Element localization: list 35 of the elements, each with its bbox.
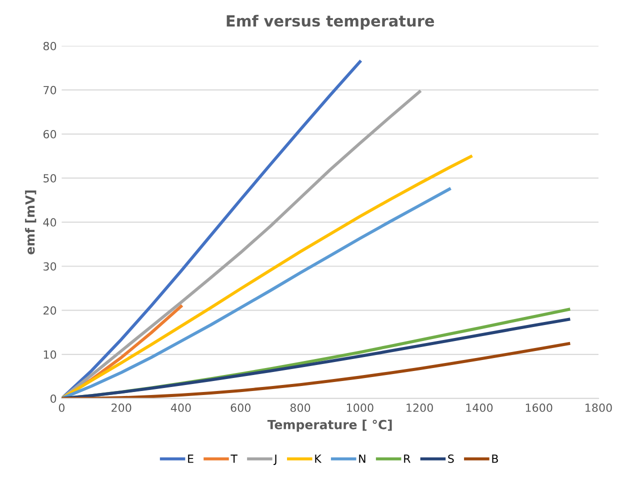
line-series <box>62 342 570 398</box>
y-tick-label: 0 <box>50 394 56 403</box>
x-tick-label: 1800 <box>586 404 612 412</box>
legend-label: T <box>230 454 238 463</box>
y-tick-label: 80 <box>43 42 56 50</box>
line-series <box>62 154 472 398</box>
x-tick-label: 1200 <box>406 404 433 412</box>
y-tick-label: 10 <box>44 350 56 359</box>
x-tick-label: 1400 <box>466 404 493 412</box>
y-axis-title: emf [mV] <box>25 190 36 254</box>
legend-label: N <box>359 454 366 463</box>
legend-label: J <box>274 454 276 465</box>
legend-label: E <box>188 454 194 463</box>
x-tick-label: 0 <box>58 404 64 412</box>
legend-label: K <box>315 454 322 463</box>
legend-label: R <box>404 454 410 463</box>
x-tick-label: 200 <box>112 404 132 412</box>
line-series <box>62 90 422 398</box>
y-tick-label: 20 <box>44 306 56 315</box>
legend-label: B <box>492 454 498 463</box>
y-tick-label: 60 <box>43 130 56 138</box>
x-tick-label: 1000 <box>347 404 374 412</box>
x-tick-label: 800 <box>290 404 310 412</box>
legend-label: S <box>448 454 454 463</box>
x-tick-label: 1600 <box>526 404 552 412</box>
chart-title: Emf versus temperature <box>226 14 434 30</box>
y-tick-label: 70 <box>44 86 56 94</box>
y-tick-label: 40 <box>43 218 56 227</box>
x-axis-title: Temperature [ °C] <box>267 420 392 432</box>
y-tick-label: 30 <box>44 262 56 271</box>
line-series <box>62 60 362 398</box>
x-tick-label: 600 <box>230 404 250 412</box>
line-series <box>62 188 451 398</box>
y-tick-label: 50 <box>44 174 56 182</box>
x-tick-label: 400 <box>170 404 191 412</box>
